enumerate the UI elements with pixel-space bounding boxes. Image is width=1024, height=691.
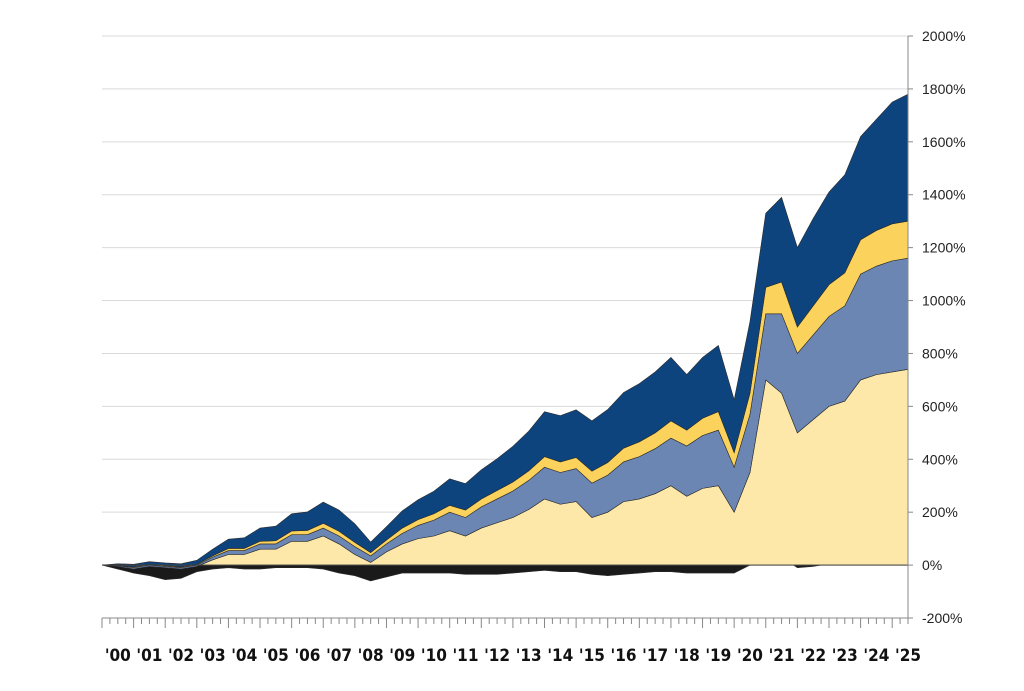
x-tick-labels: '00'01 '02 '03'04 '05'06 '07 '08'09 '10 '11'12 '… — [105, 646, 921, 666]
x-tick-label: '03 — [200, 646, 226, 666]
x-tick-label: '21 — [769, 646, 795, 666]
y-tick-label: 800% — [922, 345, 958, 361]
x-tick-label: '01 — [136, 646, 162, 666]
x-tick-label: '12 — [484, 646, 510, 666]
x-tick-label: '25 — [895, 646, 921, 666]
y-tick-label: 0% — [922, 557, 942, 573]
y-tick-label: 1200% — [922, 240, 966, 256]
y-tick-label: 1800% — [922, 81, 966, 97]
x-tick-label: '04 — [231, 646, 257, 666]
x-tick-label: '13 — [516, 646, 542, 666]
x-tick-label: '16 — [611, 646, 637, 666]
y-tick-label: 1000% — [922, 293, 966, 309]
x-tick-label: '17 — [642, 646, 668, 666]
axes — [101, 35, 913, 628]
y-tick-label: 2000% — [922, 28, 966, 44]
series-areas — [101, 93, 909, 582]
x-tick-label: '22 — [800, 646, 826, 666]
x-tick-label: '24 — [863, 646, 889, 666]
x-tick-label: '23 — [832, 646, 858, 666]
x-tick-label: '10 — [421, 646, 447, 666]
y-tick-label: 1400% — [922, 187, 966, 203]
x-tick-label: '00 — [105, 646, 131, 666]
x-tick-label: '09 — [389, 646, 415, 666]
y-tick-labels: -200% 0% 200% 400% 600% 800% 1000% 1200% 1400% 16… — [922, 28, 966, 626]
x-tick-label: '18 — [674, 646, 700, 666]
x-tick-label: '11 — [453, 646, 479, 666]
x-tick-label: '05 — [263, 646, 289, 666]
x-tick-label: '07 — [326, 646, 352, 666]
y-tick-label: -200% — [922, 610, 962, 626]
x-tick-label: '20 — [737, 646, 763, 666]
x-tick-label: '15 — [579, 646, 605, 666]
y-tick-label: 600% — [922, 398, 958, 414]
x-tick-label: '06 — [294, 646, 320, 666]
y-tick-label: 1600% — [922, 134, 966, 150]
x-tick-label: '02 — [168, 646, 194, 666]
y-tick-label: 400% — [922, 451, 958, 467]
x-tick-label: '14 — [547, 646, 573, 666]
y-tick-label: 200% — [922, 504, 958, 520]
x-tick-label: '08 — [358, 646, 384, 666]
grid-lines — [102, 35, 908, 619]
x-tick-label: '19 — [705, 646, 731, 666]
